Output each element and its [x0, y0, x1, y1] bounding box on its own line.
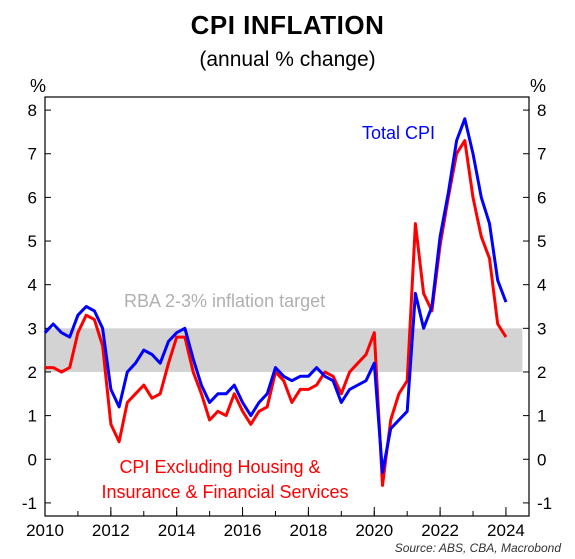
total-cpi-line [43, 117, 508, 474]
y-tick-label-left: 4 [28, 276, 37, 295]
plot-frame [44, 96, 530, 517]
y-tick-label-right: 0 [537, 450, 546, 469]
y-tick-label-left: 1 [28, 407, 37, 426]
y-tick-label-right: 5 [537, 232, 546, 251]
total-cpi-label: Total CPI [362, 123, 435, 143]
left-axis-unit: % [30, 76, 47, 96]
y-tick-label-right: 3 [537, 319, 546, 338]
source-note: Source: ABS, CBA, Macrobond [394, 541, 561, 555]
y-tick-label-left: 6 [28, 188, 37, 207]
y-tick-label-right: 8 [537, 101, 546, 120]
cpi-ex-label-line-2: Insurance & Financial Services [101, 482, 348, 502]
x-tick-label: 2012 [92, 521, 130, 540]
x-tick-label: 2010 [26, 521, 64, 540]
target-band [45, 328, 523, 372]
chart-title: CPI INFLATION [190, 10, 385, 40]
x-tick-label: 2014 [158, 521, 196, 540]
y-tick-label-right: 2 [537, 363, 546, 382]
y-tick-label-left: 0 [28, 450, 37, 469]
y-tick-label-left: 5 [28, 232, 37, 251]
y-tick-label-right: 6 [537, 188, 546, 207]
y-tick-label-right: -1 [537, 494, 552, 513]
cpi-ex-housing-line [45, 139, 508, 487]
x-tick-label: 2024 [487, 521, 525, 540]
cpi-ex-label-line-1: CPI Excluding Housing & [119, 457, 320, 477]
y-tick-label-left: 2 [28, 363, 37, 382]
y-tick-label-left: 8 [28, 101, 37, 120]
y-tick-label-right: 4 [537, 276, 546, 295]
y-tick-label-right: 7 [537, 145, 546, 164]
right-axis-unit: % [530, 76, 547, 96]
y-tick-label-left: 3 [28, 319, 37, 338]
x-tick-label: 2018 [289, 521, 327, 540]
target-band-label: RBA 2-3% inflation target [124, 291, 325, 311]
chart-subtitle: (annual % change) [199, 48, 376, 71]
y-tick-label-left: 7 [28, 145, 37, 164]
y-tick-label-left: -1 [22, 494, 37, 513]
x-tick-label: 2016 [224, 521, 262, 540]
x-tick-label: 2020 [355, 521, 393, 540]
x-tick-label: 2022 [421, 521, 459, 540]
y-tick-label-right: 1 [537, 407, 546, 426]
